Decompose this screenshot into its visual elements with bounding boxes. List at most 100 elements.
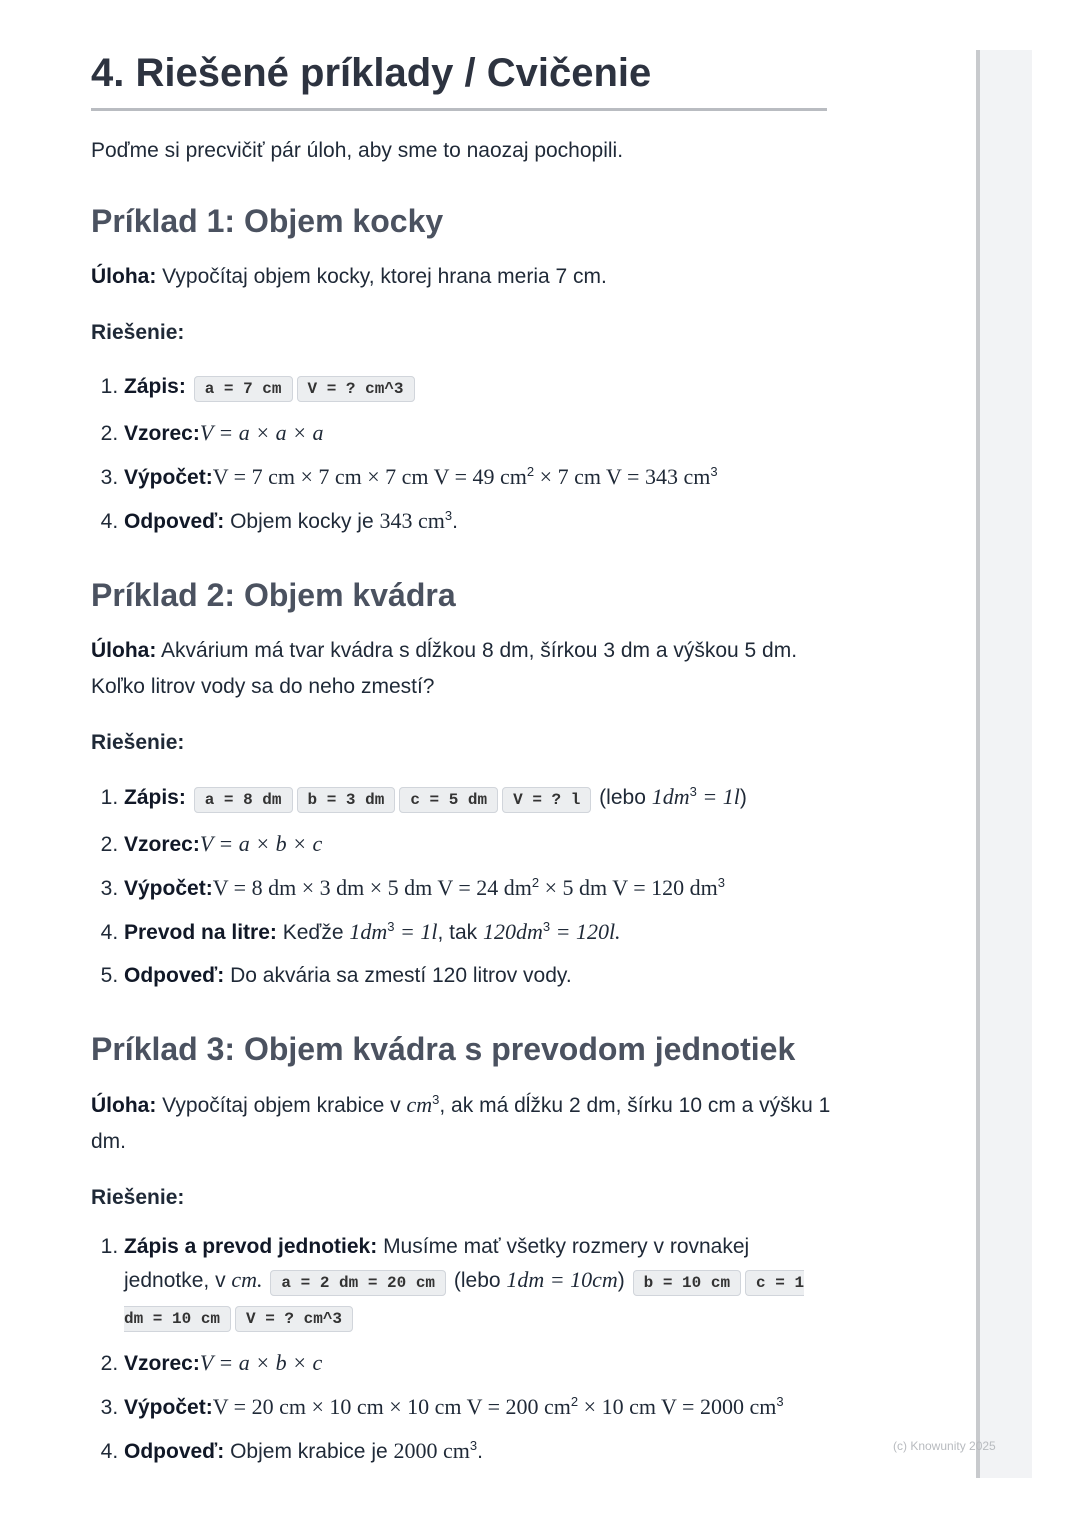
text: Objem kocky je xyxy=(224,510,380,533)
bold-label: Výpočet: xyxy=(124,877,213,900)
text xyxy=(186,786,192,809)
bold-label: Výpočet: xyxy=(124,466,213,489)
solution-step: Odpoveď: Objem krabice je 2000 cm3. xyxy=(124,1429,831,1473)
text: Keďže xyxy=(276,921,350,944)
math-expression: × 7 cm V = 343 cm xyxy=(534,464,711,489)
bold-label: Vzorec: xyxy=(124,833,200,856)
inline-code: V = ? cm^3 xyxy=(235,1306,354,1332)
text xyxy=(186,375,192,398)
superscript: 3 xyxy=(710,464,718,479)
text: , tak xyxy=(437,921,483,944)
solution-step: Prevod na litre: Keďže 1dm3 = 1l, tak 12… xyxy=(124,910,831,954)
bold-label: Odpoveď: xyxy=(124,510,225,533)
task-text: Úloha: Vypočítaj objem kocky, ktorej hra… xyxy=(91,259,831,295)
solution-step: Zápis a prevod jednotiek: Musíme mať vše… xyxy=(124,1230,831,1341)
bold-label: Vzorec: xyxy=(124,422,200,445)
superscript: 2 xyxy=(570,1394,579,1409)
example-heading: Príklad 1: Objem kocky xyxy=(91,203,444,239)
text: Objem krabice je xyxy=(224,1440,394,1463)
bold-label: Zápis: xyxy=(124,375,186,398)
math-expression: V = a × b × c xyxy=(199,1350,323,1375)
solution-step: Odpoveď: Do akvária sa zmestí 120 litrov… xyxy=(124,954,831,997)
inline-code: b = 3 dm xyxy=(296,787,396,813)
solution-steps: Zápis: a = 7 cmV = ? cm^3Vzorec:V = a × … xyxy=(91,365,831,543)
math-expression: 120dm xyxy=(482,919,543,944)
math-expression: = 1l xyxy=(394,919,438,944)
math-expression: = 120l. xyxy=(550,919,621,944)
example-heading: Príklad 2: Objem kvádra xyxy=(91,577,456,613)
example-heading: Príklad 3: Objem kvádra s prevodom jedno… xyxy=(91,1031,796,1067)
bold-label: Zápis: xyxy=(124,786,186,809)
text: , ak má dĺžku 2 dm, šírku 10 cm a výšku … xyxy=(91,1094,831,1153)
text: Vypočítaj objem krabice v xyxy=(156,1094,407,1117)
bold-label: Odpoveď: xyxy=(124,1440,225,1463)
bold-label: Vzorec: xyxy=(124,1352,200,1375)
solution-step: Výpočet:V = 20 cm × 10 cm × 10 cm V = 20… xyxy=(124,1385,831,1429)
superscript: 2 xyxy=(531,875,540,890)
copyright-footer: (c) Knowunity 2025 xyxy=(893,1439,996,1453)
math-expression: × 10 cm V = 2000 cm xyxy=(578,1394,777,1419)
superscript: 3 xyxy=(717,875,725,890)
math-expression: 2000 cm xyxy=(393,1438,470,1463)
text: Akvárium má tvar kvádra s dĺžkou 8 dm, š… xyxy=(91,639,798,698)
superscript: 3 xyxy=(432,1092,440,1107)
math-expression: = 1l xyxy=(696,784,740,809)
math-expression: V = 20 cm × 10 cm × 10 cm V = 200 cm xyxy=(212,1394,571,1419)
side-scrollbar[interactable] xyxy=(976,50,1032,1478)
inline-code: a = 2 dm = 20 cm xyxy=(270,1270,447,1296)
inline-code: a = 8 dm xyxy=(193,787,293,813)
inline-code: b = 10 cm xyxy=(632,1270,742,1296)
document-content: 4. Riešené príklady / Cvičenie Poďme si … xyxy=(91,48,831,1473)
math-expression: 1dm = 10cm xyxy=(506,1267,618,1292)
solution-steps: Zápis a prevod jednotiek: Musíme mať vše… xyxy=(91,1230,831,1473)
bold-label: Odpoveď: xyxy=(124,964,225,987)
math-expression: cm xyxy=(406,1092,433,1117)
bold-label: Zápis a prevod jednotiek: xyxy=(124,1235,378,1258)
math-expression: cm. xyxy=(231,1267,263,1292)
intro-text: Poďme si precvičiť pár úloh, aby sme to … xyxy=(91,139,624,162)
solution-label: Riešenie: xyxy=(91,731,185,754)
inline-code: a = 7 cm xyxy=(193,376,293,402)
text: Do akvária sa zmestí 120 litrov vody. xyxy=(224,964,572,987)
solution-step: Odpoveď: Objem kocky je 343 cm3. xyxy=(124,499,831,543)
solution-label: Riešenie: xyxy=(91,321,185,344)
solution-step: Zápis: a = 7 cmV = ? cm^3 xyxy=(124,365,831,411)
task-text: Úloha: Akvárium má tvar kvádra s dĺžkou … xyxy=(91,633,831,705)
superscript: 3 xyxy=(387,919,395,934)
inline-code: c = 5 dm xyxy=(399,787,499,813)
inline-code: V = ? l xyxy=(502,787,592,813)
math-expression: × 5 dm V = 120 dm xyxy=(539,875,718,900)
superscript: 3 xyxy=(689,784,697,799)
page-title: 4. Riešené príklady / Cvičenie xyxy=(91,48,827,111)
solution-step: Zápis: a = 8 dmb = 3 dmc = 5 dmV = ? l (… xyxy=(124,775,831,822)
solution-step: Vzorec:V = a × a × a xyxy=(124,411,831,455)
solution-steps: Zápis: a = 8 dmb = 3 dmc = 5 dmV = ? l (… xyxy=(91,775,831,997)
solution-step: Vzorec:V = a × b × c xyxy=(124,822,831,866)
solution-step: Vzorec:V = a × b × c xyxy=(124,1341,831,1385)
inline-code: V = ? cm^3 xyxy=(296,376,415,402)
text: (lebo xyxy=(593,786,652,809)
math-expression: V = 7 cm × 7 cm × 7 cm V = 49 cm xyxy=(212,464,527,489)
bold-label: Úloha: xyxy=(91,1094,157,1117)
math-expression: V = a × b × c xyxy=(199,831,323,856)
superscript: 3 xyxy=(444,508,453,523)
math-expression: 343 cm xyxy=(379,508,445,533)
bold-label: Výpočet: xyxy=(124,1396,213,1419)
superscript: 2 xyxy=(526,464,535,479)
solution-label: Riešenie: xyxy=(91,1186,185,1209)
text: (lebo xyxy=(448,1269,507,1292)
superscript: 3 xyxy=(542,919,551,934)
math-expression: V = 8 dm × 3 dm × 5 dm V = 24 dm xyxy=(212,875,532,900)
solution-step: Výpočet:V = 8 dm × 3 dm × 5 dm V = 24 dm… xyxy=(124,866,831,910)
text: . xyxy=(452,510,458,533)
math-expression: 1dm xyxy=(651,784,690,809)
solution-step: Výpočet:V = 7 cm × 7 cm × 7 cm V = 49 cm… xyxy=(124,455,831,499)
text: . xyxy=(477,1440,483,1463)
bold-label: Úloha: xyxy=(91,265,157,288)
text: Vypočítaj objem kocky, ktorej hrana meri… xyxy=(156,265,607,288)
text: ) xyxy=(617,1269,631,1292)
text xyxy=(263,1269,269,1292)
examples: Príklad 1: Objem kocky Úloha: Vypočítaj o… xyxy=(91,197,831,1473)
superscript: 3 xyxy=(776,1394,784,1409)
superscript: 3 xyxy=(469,1438,478,1453)
